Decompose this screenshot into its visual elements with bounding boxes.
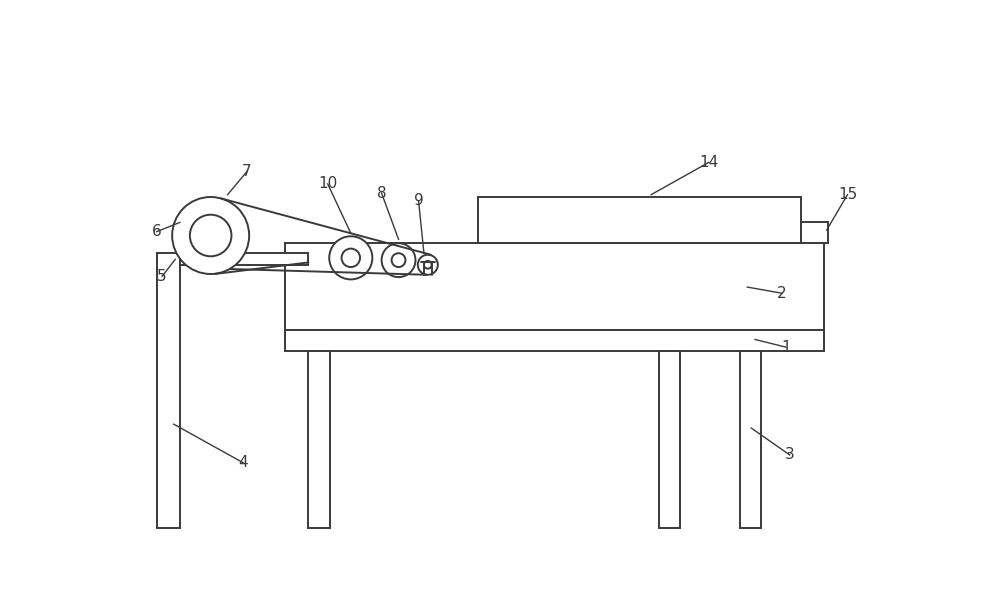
Circle shape: [424, 261, 432, 269]
Bar: [308, 351, 330, 528]
Circle shape: [342, 248, 360, 267]
Bar: [740, 351, 761, 528]
Bar: [478, 197, 801, 243]
Bar: [157, 253, 180, 528]
Text: 10: 10: [318, 177, 337, 191]
Text: 3: 3: [785, 448, 795, 462]
Circle shape: [418, 255, 438, 275]
Bar: [801, 223, 828, 243]
Text: 15: 15: [838, 187, 857, 202]
Text: 1: 1: [781, 339, 791, 355]
Bar: [659, 351, 680, 528]
Circle shape: [392, 253, 405, 267]
Text: 7: 7: [242, 164, 252, 179]
Circle shape: [172, 197, 249, 274]
Text: 8: 8: [377, 186, 386, 200]
Text: 5: 5: [157, 269, 167, 284]
Text: 2: 2: [777, 286, 787, 301]
Text: 4: 4: [238, 455, 248, 470]
Bar: [180, 253, 308, 265]
Text: 14: 14: [699, 155, 718, 170]
Text: 6: 6: [152, 224, 162, 239]
Bar: [285, 243, 824, 330]
Text: 9: 9: [414, 193, 423, 208]
Bar: [285, 330, 824, 351]
Circle shape: [382, 243, 415, 277]
Circle shape: [329, 236, 372, 279]
Circle shape: [190, 215, 231, 256]
